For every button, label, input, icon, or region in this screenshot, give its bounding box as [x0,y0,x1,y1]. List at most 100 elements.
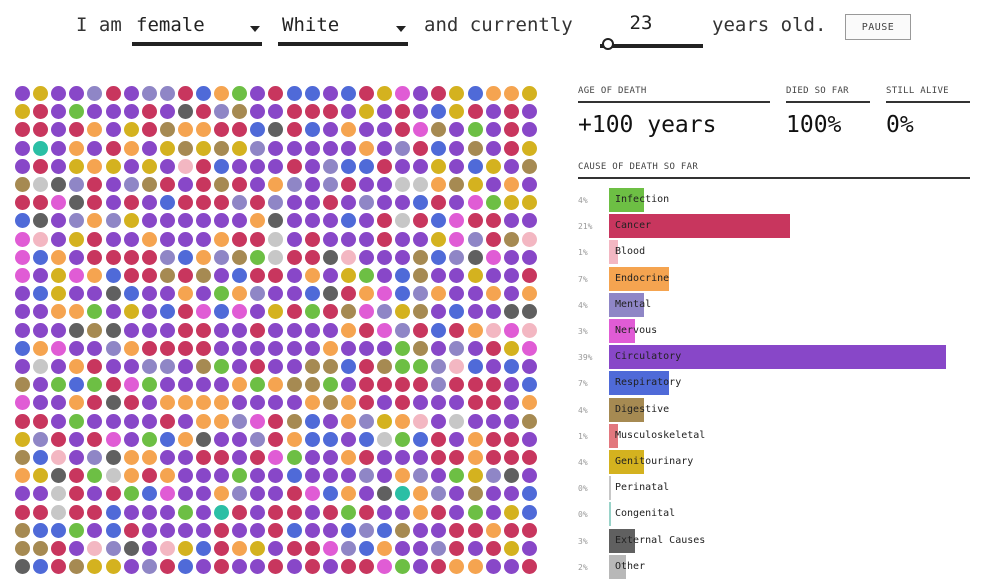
person-dot [467,249,483,265]
person-dot [15,359,30,374]
person-dot [503,104,519,120]
person-dot [413,395,429,411]
person-dot [51,158,67,174]
person-dot [123,195,139,211]
person-dot [521,377,537,393]
person-dot [33,522,49,538]
person-dot [431,86,447,101]
person-dot [449,304,465,320]
person-dot [87,104,103,120]
pause-button[interactable]: PAUSE [845,14,911,40]
person-dot [51,450,67,465]
person-dot [322,450,338,465]
person-dot [340,86,356,101]
person-dot [15,377,30,393]
person-dot [377,377,392,393]
bar-category-label: Musculoskeletal [615,429,706,441]
person-dot [123,304,139,320]
person-dot [340,468,356,484]
person-dot [485,177,501,192]
person-dot [141,450,157,465]
person-dot [123,122,139,138]
person-dot [141,231,157,247]
died-so-far-value: 100% [786,112,842,138]
person-dot [286,468,302,484]
chevron-down-icon [396,26,406,32]
person-dot [431,377,447,393]
person-dot [268,377,284,393]
person-dot [250,541,266,556]
person-dot [485,158,501,174]
person-dot [413,359,429,374]
person-dot [467,522,483,538]
person-dot [268,122,284,138]
person-dot [232,377,248,393]
person-dot [33,213,49,229]
person-dot [141,286,157,302]
person-dot [467,140,483,156]
person-dot [177,249,193,265]
person-dot [159,122,175,138]
chevron-down-icon [250,26,260,32]
person-dot [503,86,519,101]
age-slider-track[interactable] [600,44,703,48]
person-dot [15,522,30,538]
race-select[interactable]: White [278,10,408,46]
person-dot [69,104,85,120]
person-dot [304,504,320,520]
person-dot [214,322,230,338]
person-dot [322,195,338,211]
person-dot [521,140,537,156]
cause-of-death-header: CAUSE OF DEATH SO FAR [578,162,970,179]
person-dot [51,140,67,156]
person-dot [232,104,248,120]
person-dot [177,304,193,320]
person-dot [232,86,248,101]
person-dot [304,104,320,120]
person-dot [33,413,49,429]
person-dot [286,522,302,538]
person-dot [395,268,411,283]
person-dot [485,431,501,447]
person-dot [177,122,193,138]
person-dot [196,140,211,156]
person-dot [395,158,411,174]
person-dot [358,559,374,575]
person-dot [485,450,501,465]
age-slider-handle[interactable] [602,38,614,50]
person-dot [196,177,211,192]
person-dot [87,431,103,447]
person-dot [87,559,103,575]
person-dot [413,249,429,265]
person-dot [232,504,248,520]
person-dot [304,468,320,484]
person-dot [250,231,266,247]
person-dot [268,104,284,120]
person-dot [123,140,139,156]
person-dot [377,486,392,502]
person-dot [485,213,501,229]
person-dot [521,413,537,429]
gender-select-value: female [136,14,205,36]
person-dot [395,104,411,120]
person-dot [15,249,30,265]
person-dot [521,158,537,174]
person-dot [340,340,356,356]
person-dot [268,286,284,302]
person-dot [358,122,374,138]
gender-select[interactable]: female [132,10,262,46]
person-dot [431,177,447,192]
person-dot [268,268,284,283]
person-dot [377,322,392,338]
person-dot [87,395,103,411]
person-dot [159,413,175,429]
person-dot [87,177,103,192]
person-dot [467,177,483,192]
person-dot [358,340,374,356]
person-dot [15,413,30,429]
person-dot [286,213,302,229]
person-dot [159,431,175,447]
person-dot [123,249,139,265]
person-dot [467,86,483,101]
person-dot [123,522,139,538]
